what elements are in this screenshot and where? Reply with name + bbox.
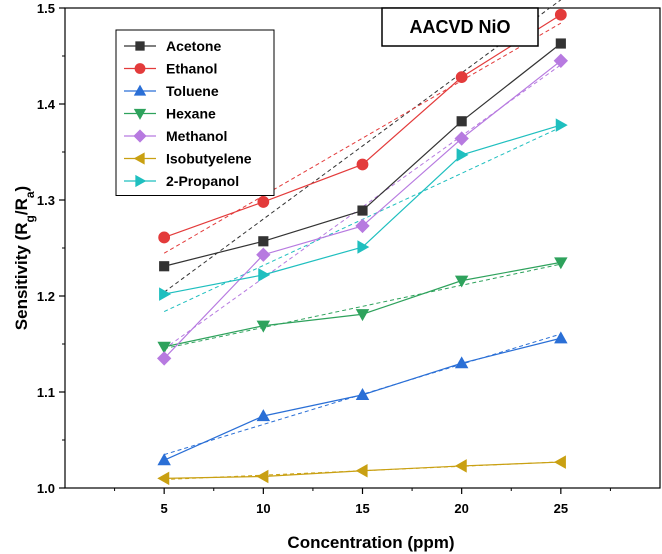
legend-label-hexane: Hexane: [166, 106, 216, 122]
data-point-ethanol: [356, 158, 369, 171]
data-point-isobutyelene: [157, 471, 170, 486]
data-point-2-propanol: [555, 118, 568, 132]
data-point-toluene: [454, 356, 469, 369]
data-point-methanol: [553, 53, 568, 68]
data-point-hexane: [355, 309, 370, 322]
data-point-hexane: [454, 275, 469, 288]
legend-label-acetone: Acetone: [166, 38, 221, 54]
data-point-methanol: [454, 131, 469, 146]
legend-label-isobutyelene: Isobutyelene: [166, 151, 252, 167]
x-tick-label: 20: [454, 501, 468, 516]
y-axis-title-sub-a: a: [23, 191, 37, 198]
data-point-ethanol: [257, 196, 270, 208]
legend-marker-methanol: [133, 129, 147, 143]
data-point-acetone: [555, 38, 566, 49]
data-point-methanol: [256, 247, 271, 262]
legend-marker-isobutyelene: [133, 152, 145, 165]
legend-marker-ethanol: [134, 63, 146, 74]
y-tick-label: 1.2: [37, 289, 55, 304]
y-axis-title-end: ): [12, 186, 31, 192]
data-point-methanol: [157, 351, 172, 366]
series-line-hexane: [164, 261, 561, 348]
data-point-toluene: [554, 331, 568, 344]
data-point-2-propanol: [357, 240, 370, 254]
y-tick-label: 1.5: [37, 1, 55, 16]
y-tick-label: 1.0: [37, 481, 55, 496]
y-axis-title: Sensitivity (Rg/Ra): [12, 186, 37, 330]
data-point-toluene: [256, 409, 271, 422]
fit-line-hexane: [164, 263, 561, 350]
data-point-hexane: [157, 341, 171, 354]
x-tick-label: 25: [554, 501, 568, 516]
y-tick-label: 1.4: [37, 97, 56, 112]
legend-label-methanol: Methanol: [166, 128, 227, 144]
legend-marker-2-propanol: [135, 174, 147, 188]
x-tick-label: 15: [355, 501, 369, 516]
data-point-isobutyelene: [454, 459, 467, 473]
fit-line-toluene: [164, 333, 561, 456]
chart-title-box: [381, 7, 539, 47]
x-tick-label: 10: [256, 501, 270, 516]
data-point-toluene: [355, 388, 370, 400]
y-axis-title-sub-g: g: [23, 215, 37, 222]
legend-marker-acetone: [135, 41, 145, 51]
data-point-toluene: [157, 453, 171, 466]
data-point-ethanol: [554, 8, 567, 21]
x-tick-label: 5: [161, 501, 168, 516]
data-point-hexane: [554, 257, 568, 270]
legend-marker-hexane: [133, 108, 147, 120]
y-axis-title-mid: /R: [12, 198, 31, 215]
data-point-acetone: [357, 205, 368, 216]
legend-label-2-propanol: 2-Propanol: [166, 173, 239, 189]
legend-marker-toluene: [133, 84, 147, 96]
legend-label-ethanol: Ethanol: [166, 61, 217, 77]
data-point-ethanol: [455, 71, 468, 84]
chart-title: AACVD NiO: [409, 17, 510, 37]
data-point-isobutyelene: [355, 463, 368, 478]
y-axis-title-main: Sensitivity (R: [12, 223, 31, 331]
data-point-2-propanol: [258, 268, 271, 282]
x-axis-title: Concentration (ppm): [287, 533, 454, 552]
data-point-isobutyelene: [256, 469, 269, 484]
data-point-methanol: [355, 218, 370, 234]
data-point-acetone: [258, 236, 269, 247]
fit-line-acetone: [163, 0, 562, 293]
data-point-2-propanol: [159, 287, 172, 301]
y-tick-label: 1.1: [37, 385, 55, 400]
y-tick-label: 1.3: [37, 193, 55, 208]
data-point-hexane: [256, 320, 271, 333]
data-point-ethanol: [158, 231, 171, 244]
data-point-isobutyelene: [553, 455, 566, 469]
legend-label-toluene: Toluene: [166, 83, 219, 99]
data-point-2-propanol: [456, 148, 469, 162]
data-point-acetone: [159, 261, 170, 272]
data-point-acetone: [456, 116, 467, 127]
